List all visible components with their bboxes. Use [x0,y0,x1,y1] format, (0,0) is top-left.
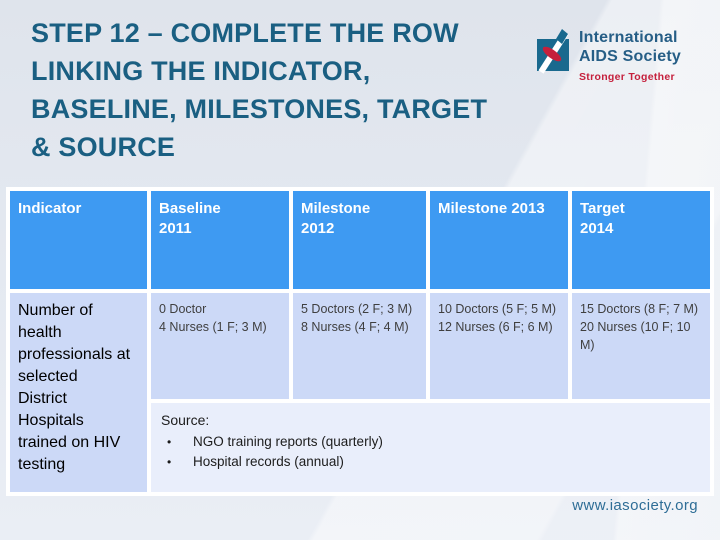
ias-logo: International AIDS Society Stronger Toge… [537,28,681,83]
target-2014-cell: 15 Doctors (8 F; 7 M) 20 Nurses (10 F; 1… [572,293,710,399]
indicator-table: Indicator Baseline 2011 Milestone 2012 M… [6,187,714,496]
baseline-2011-cell: 0 Doctor 4 Nurses (1 F; 3 M) [151,293,289,399]
ias-ribbon-logo-icon [537,28,570,80]
header-cell-milestone-2013: Milestone 2013 [430,191,568,289]
list-item: • NGO training reports (quarterly) [161,432,700,452]
milestone-2012-cell: 5 Doctors (2 F; 3 M) 8 Nurses (4 F; 4 M) [293,293,426,399]
source-bullet-text: Hospital records (annual) [193,454,344,469]
header-cell-target-2014: Target 2014 [572,191,710,289]
bullet-icon: • [167,455,172,469]
source-cell: Source: • NGO training reports (quarterl… [151,403,710,492]
milestone-2013-cell: 10 Doctors (5 F; 5 M) 12 Nurses (6 F; 6 … [430,293,568,399]
header-cell-indicator: Indicator [10,191,147,289]
slide-title: STEP 12 – COMPLETE THE ROW LINKING THE I… [31,18,488,162]
bullet-icon: • [167,435,172,449]
header-cell-baseline-2011: Baseline 2011 [151,191,289,289]
source-bullet-text: NGO training reports (quarterly) [193,434,383,449]
footer-website-url: www.iasociety.org [572,497,698,514]
ias-logo-text: International AIDS Society Stronger Toge… [579,28,681,83]
header-cell-milestone-2012: Milestone 2012 [293,191,426,289]
source-bullet-list: • NGO training reports (quarterly) • Hos… [161,432,700,472]
logo-org-line2: AIDS Society [579,48,681,65]
logo-tagline: Stronger Together [579,71,675,83]
indicator-cell: Number of health professionals at select… [10,293,147,492]
logo-org-line1: International [579,29,678,46]
list-item: • Hospital records (annual) [161,452,700,472]
source-label: Source: [161,412,210,428]
